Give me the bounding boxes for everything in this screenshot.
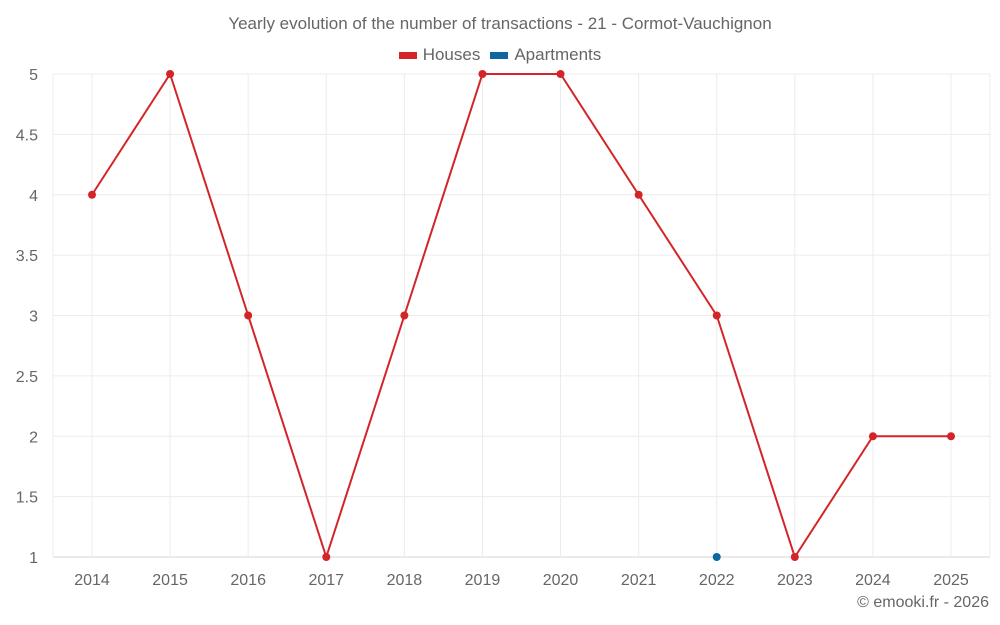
x-tick-label: 2017 bbox=[308, 572, 344, 589]
data-point-houses[interactable] bbox=[400, 311, 409, 320]
x-tick-label: 2024 bbox=[855, 572, 891, 589]
data-point-houses[interactable] bbox=[947, 432, 955, 441]
data-point-houses[interactable] bbox=[478, 70, 487, 78]
x-tick-label: 2019 bbox=[465, 572, 501, 589]
y-tick-label: 1.5 bbox=[16, 490, 38, 507]
y-tick-label: 4.5 bbox=[16, 127, 38, 144]
y-tick-label: 3 bbox=[29, 309, 38, 326]
legend-item-houses[interactable]: Houses bbox=[398, 45, 481, 65]
data-point-houses[interactable] bbox=[244, 311, 253, 320]
credit-text: © emooki.fr - 2026 bbox=[857, 594, 989, 611]
houses-swatch-icon bbox=[398, 51, 417, 59]
chart-title: Yearly evolution of the number of transa… bbox=[228, 14, 772, 33]
legend-label-houses: Houses bbox=[422, 45, 481, 64]
y-tick-label: 2 bbox=[29, 429, 38, 446]
x-tick-label: 2020 bbox=[543, 572, 579, 589]
legend-label-apartments: Apartments bbox=[514, 45, 602, 64]
y-tick-label: 5 bbox=[29, 67, 38, 84]
series-line-houses bbox=[91, 71, 951, 561]
y-tick-label: 2.5 bbox=[16, 369, 38, 386]
data-point-houses[interactable] bbox=[166, 70, 175, 78]
data-point-apartments[interactable] bbox=[712, 553, 721, 561]
data-point-houses[interactable] bbox=[322, 553, 331, 561]
y-tick-label: 1 bbox=[29, 550, 38, 567]
x-tick-label: 2025 bbox=[933, 572, 969, 589]
data-point-houses[interactable] bbox=[556, 70, 565, 78]
legend-item-apartments[interactable]: Apartments bbox=[490, 45, 601, 65]
data-point-houses[interactable] bbox=[634, 190, 643, 199]
x-tick-label: 2022 bbox=[699, 572, 735, 589]
apartments-swatch-icon bbox=[490, 51, 509, 59]
y-tick-label: 3.5 bbox=[16, 248, 38, 265]
data-point-houses[interactable] bbox=[868, 432, 877, 441]
data-point-houses[interactable] bbox=[712, 311, 721, 320]
data-point-houses[interactable] bbox=[790, 553, 799, 561]
x-tick-label: 2015 bbox=[152, 572, 188, 589]
x-tick-label: 2016 bbox=[230, 572, 266, 589]
x-tick-label: 2014 bbox=[74, 572, 110, 589]
data-point-houses[interactable] bbox=[88, 190, 96, 199]
x-tick-label: 2021 bbox=[621, 572, 657, 589]
x-tick-label: 2018 bbox=[387, 572, 423, 589]
y-tick-label: 4 bbox=[29, 188, 38, 205]
x-tick-label: 2023 bbox=[777, 572, 813, 589]
legend: Houses Apartments bbox=[0, 45, 1000, 65]
